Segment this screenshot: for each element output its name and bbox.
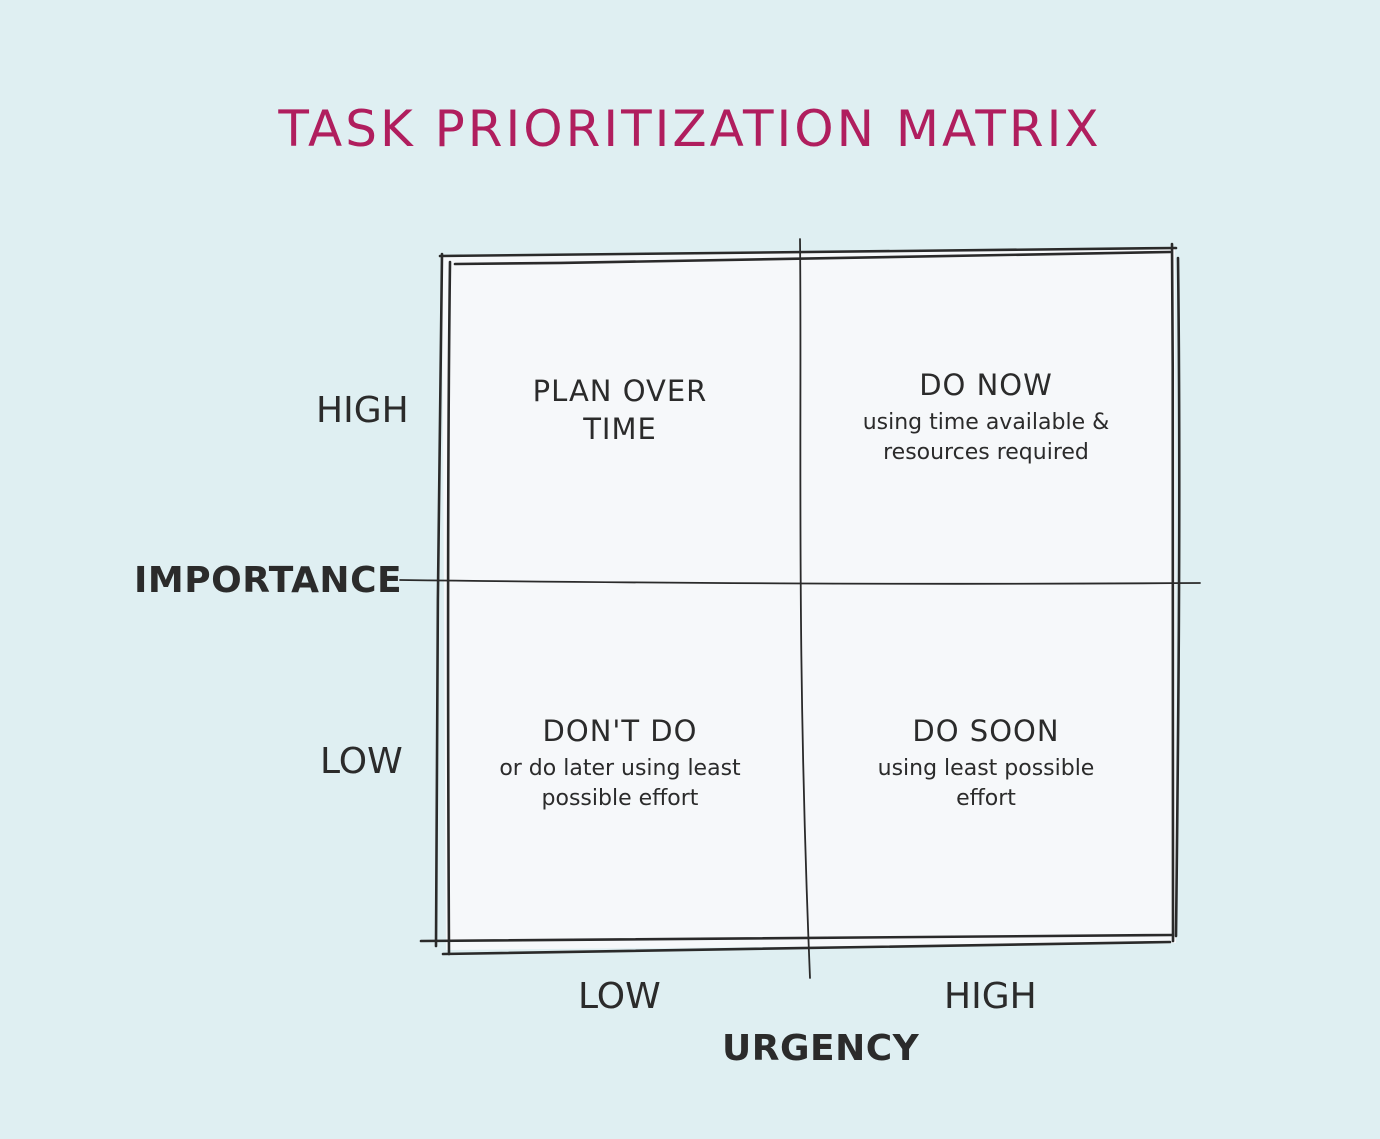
quadrant-heading: DO SOON bbox=[912, 714, 1060, 748]
quadrant-note: using time available & resources require… bbox=[862, 410, 1110, 465]
horizontal-divider bbox=[399, 579, 1201, 585]
x-tick-low: LOW bbox=[578, 976, 661, 1017]
x-tick-high: HIGH bbox=[944, 976, 1037, 1017]
matrix-panel bbox=[442, 249, 1176, 950]
quadrant-note: or do later using least possible effort bbox=[499, 756, 741, 811]
x-axis-title: URGENCY bbox=[722, 1028, 920, 1069]
y-tick-low: LOW bbox=[320, 741, 403, 782]
quadrant-dont-do: DON'T DO or do later using least possibl… bbox=[480, 712, 760, 814]
y-tick-high: HIGH bbox=[316, 390, 409, 431]
quadrant-heading: DO NOW bbox=[919, 368, 1053, 402]
y-axis-title: IMPORTANCE bbox=[134, 560, 403, 601]
vertical-divider bbox=[799, 238, 811, 979]
quadrant-note: using least possible effort bbox=[877, 756, 1095, 811]
quadrant-heading: PLAN OVER TIME bbox=[532, 374, 708, 446]
quadrant-do-soon: DO SOON using least possible effort bbox=[856, 712, 1116, 814]
quadrant-heading: DON'T DO bbox=[542, 714, 698, 748]
page-title: TASK PRIORITIZATION MATRIX bbox=[278, 100, 1102, 158]
quadrant-plan-over-time: PLAN OVER TIME bbox=[500, 372, 740, 448]
matrix-border bbox=[419, 242, 1181, 956]
matrix-dividers bbox=[399, 238, 1201, 979]
quadrant-do-now: DO NOW using time available & resources … bbox=[846, 366, 1126, 468]
